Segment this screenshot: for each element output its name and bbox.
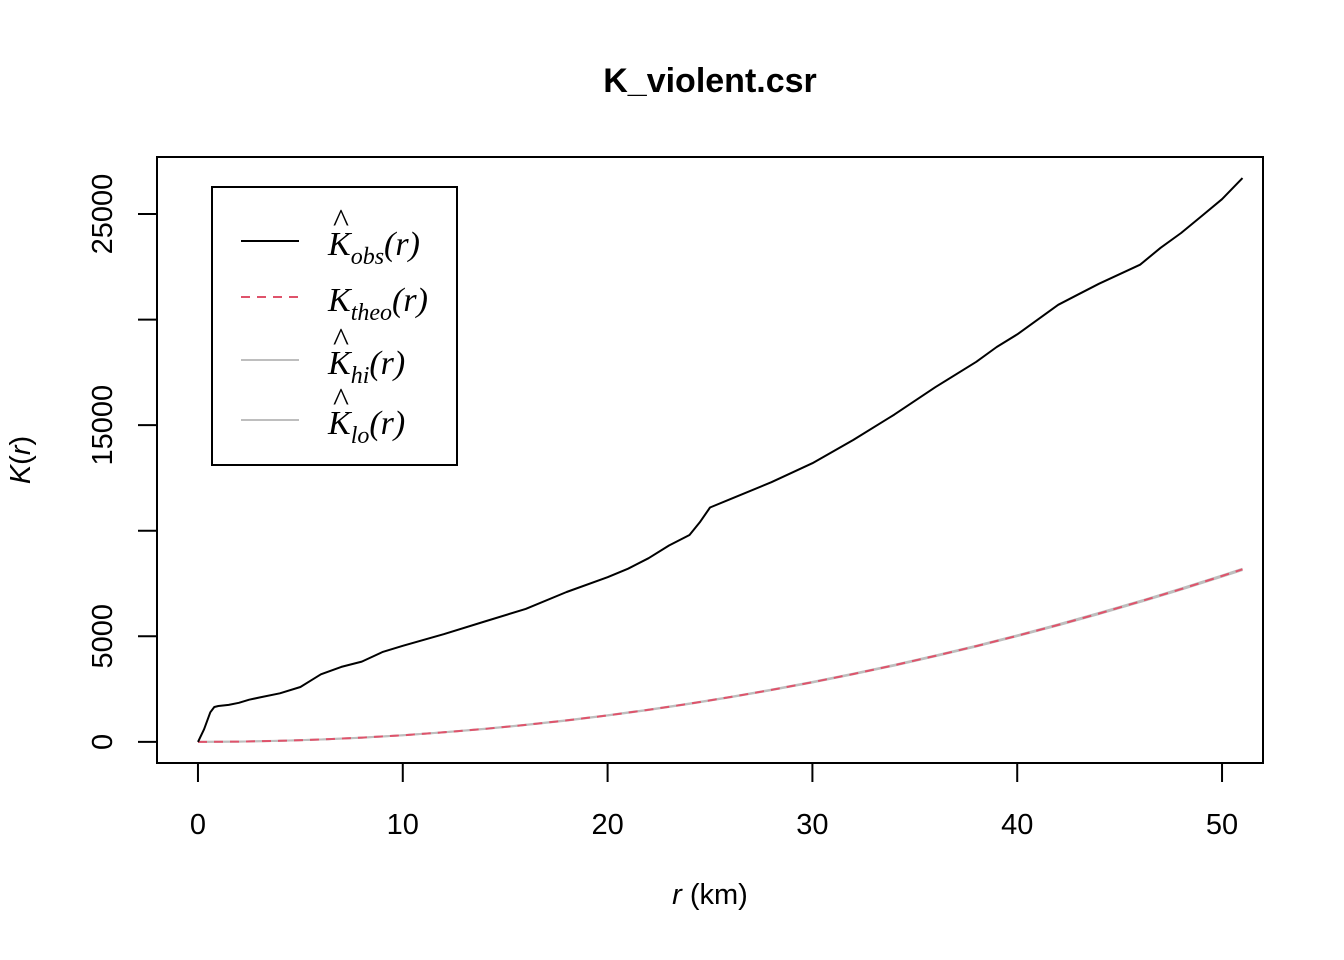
y-axis: 0 5000 15000 25000 <box>87 174 158 750</box>
x-tick-label: 10 <box>387 809 419 841</box>
legend-base-obs: K <box>327 226 353 263</box>
y-axis-label: K(r) <box>5 436 37 484</box>
y-tick-label: 25000 <box>87 174 119 255</box>
legend-sub-obs: obs <box>351 244 384 270</box>
legend-sub-lo: lo <box>351 423 370 449</box>
series-line-hi <box>197 567 1243 743</box>
legend-sub-hi: hi <box>351 363 370 389</box>
legend-label-theo: Ktheo(r) <box>327 282 428 326</box>
x-tick-label: 40 <box>1001 809 1033 841</box>
x-tick-label: 0 <box>190 809 206 841</box>
legend-base-lo: K <box>327 405 353 442</box>
y-axis-label-close: ) <box>5 436 37 446</box>
legend-base-hi: K <box>327 345 353 382</box>
y-tick-label: 15000 <box>87 385 119 466</box>
legend: Kobs(r)^Ktheo(r)Khi(r)^Klo(r)^ <box>211 186 458 466</box>
y-tick-label: 0 <box>87 734 119 750</box>
legend-arg-lo: (r) <box>369 405 405 442</box>
legend-hat-hi: ^ <box>333 322 349 359</box>
x-tick-label: 50 <box>1206 809 1238 841</box>
y-axis-label-open: ( <box>5 455 37 465</box>
x-axis-label-var: r <box>672 879 683 911</box>
y-axis-label-func: K <box>5 463 37 484</box>
legend-arg-hi: (r) <box>369 345 405 382</box>
legend-arg-obs: (r) <box>384 226 420 263</box>
chart-title: K_violent.csr <box>603 62 817 100</box>
legend-sub-theo: theo <box>351 300 392 326</box>
legend-hat-obs: ^ <box>333 203 349 240</box>
legend-box <box>211 186 458 466</box>
plot-lines <box>197 177 1244 743</box>
series-line-theo <box>197 568 1243 743</box>
legend-arg-theo: (r) <box>392 282 428 319</box>
x-tick-label: 30 <box>796 809 828 841</box>
legend-label-lo: Klo(r) <box>327 405 405 449</box>
legend-hat-lo: ^ <box>333 382 349 419</box>
series-line-obs <box>197 177 1244 743</box>
legend-base-theo: K <box>327 282 353 319</box>
x-axis-label: r (km) <box>672 879 748 911</box>
legend-label-hi: Khi(r) <box>327 345 405 389</box>
y-axis-label-var: r <box>5 444 37 455</box>
x-axis: 0 10 20 30 40 50 <box>190 762 1238 841</box>
series-line-lo <box>197 569 1243 743</box>
legend-label-obs: Kobs(r) <box>327 226 420 270</box>
x-axis-label-unit: (km) <box>682 879 748 911</box>
y-tick-label: 5000 <box>87 604 119 669</box>
x-tick-label: 20 <box>591 809 623 841</box>
